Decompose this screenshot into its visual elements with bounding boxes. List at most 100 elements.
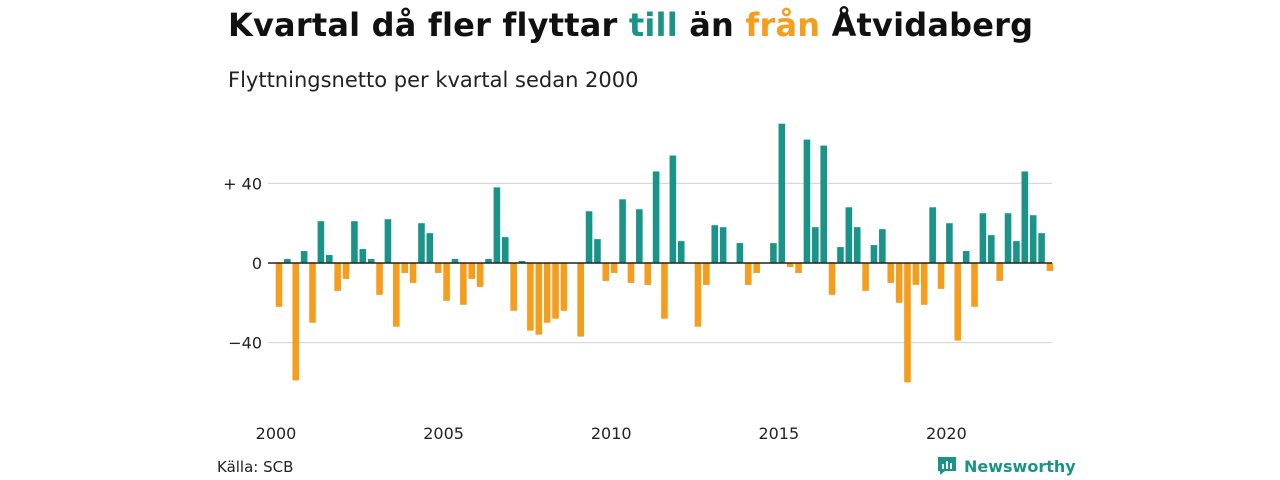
source-note: Källa: SCB (217, 458, 294, 476)
bar (376, 263, 383, 295)
bar (602, 263, 610, 281)
title-fran: från (745, 6, 821, 44)
title-part-3: Åtvidaberg (820, 6, 1034, 44)
bar (342, 263, 350, 279)
bar (619, 199, 626, 263)
bar (677, 241, 685, 263)
bar (694, 263, 702, 327)
bar (1021, 171, 1029, 263)
bar (946, 223, 953, 263)
bar (786, 263, 794, 267)
newsworthy-logo[interactable]: Newsworthy (936, 455, 1076, 477)
bar (367, 259, 375, 263)
bar (300, 251, 308, 263)
bar (594, 239, 601, 263)
y-tick-label: + 40 (223, 174, 262, 193)
bar (284, 259, 291, 263)
bar (384, 219, 392, 263)
y-tick-label: −40 (228, 334, 262, 353)
bar (895, 263, 903, 303)
bar (996, 263, 1003, 281)
bar (627, 263, 635, 283)
bar (703, 263, 710, 285)
x-tick-label: 2010 (591, 424, 632, 443)
bar (954, 263, 962, 341)
bar (904, 263, 911, 383)
bar (409, 263, 417, 283)
bar (393, 263, 400, 327)
axis-layer: + 40 0 −40 2000 2005 2010 2015 2020 (223, 174, 1052, 443)
bar (644, 263, 652, 285)
bar (711, 225, 719, 263)
bar (451, 259, 459, 263)
bar (434, 263, 442, 273)
bar (719, 227, 727, 263)
bar (862, 263, 869, 291)
bar (879, 229, 886, 263)
bar (795, 263, 802, 273)
bar (937, 263, 945, 289)
bar (1029, 215, 1037, 263)
bar (652, 171, 660, 263)
bar (778, 123, 786, 263)
x-tick-label: 2020 (926, 424, 967, 443)
y-tick-label: 0 (252, 254, 262, 273)
bar (460, 263, 467, 305)
title-till: till (628, 6, 678, 44)
bar (426, 233, 434, 263)
bar (770, 243, 777, 263)
bar (853, 227, 861, 263)
bar (493, 187, 501, 263)
bar (401, 263, 408, 273)
bar (518, 261, 526, 263)
bar (577, 263, 584, 337)
bar (510, 263, 517, 311)
bar (744, 263, 752, 285)
bar (585, 211, 593, 263)
bar (334, 263, 341, 291)
chart-subtitle: Flyttningsnetto per kvartal sedan 2000 (228, 68, 639, 92)
bar (501, 237, 509, 263)
bar (485, 259, 492, 263)
bar (418, 223, 425, 263)
bar (669, 155, 677, 263)
bar (971, 263, 978, 307)
bar (1013, 241, 1020, 263)
chart-title: Kvartal då fler flyttar till än från Åtv… (228, 6, 1033, 44)
bar-layer (275, 123, 1054, 383)
bar (636, 209, 643, 263)
bar (275, 263, 283, 307)
title-part-2: än (677, 6, 746, 44)
bar (820, 145, 827, 263)
bar (351, 221, 358, 263)
bar (887, 263, 895, 283)
bar (292, 263, 300, 381)
bar (443, 263, 450, 301)
bar (543, 263, 551, 323)
bar (1004, 213, 1012, 263)
bar (661, 263, 668, 319)
bar (962, 251, 970, 263)
title-part-1: Kvartal då fler flyttar (228, 6, 629, 44)
bar (920, 263, 928, 305)
x-tick-label: 2000 (256, 424, 297, 443)
x-tick-label: 2005 (423, 424, 464, 443)
bar (552, 263, 559, 319)
bar (929, 207, 936, 263)
bar (988, 235, 995, 263)
bar (468, 263, 476, 279)
bar (979, 213, 987, 263)
bar (535, 263, 543, 335)
x-tick-label: 2015 (758, 424, 799, 443)
bar (610, 263, 618, 273)
bar (1038, 233, 1045, 263)
bar (870, 245, 878, 263)
bar (736, 243, 744, 263)
bar (845, 207, 853, 263)
bar (753, 263, 760, 273)
bar (325, 255, 333, 263)
bar (359, 249, 367, 263)
bar (309, 263, 316, 323)
bar (1046, 263, 1054, 271)
bar (317, 221, 325, 263)
